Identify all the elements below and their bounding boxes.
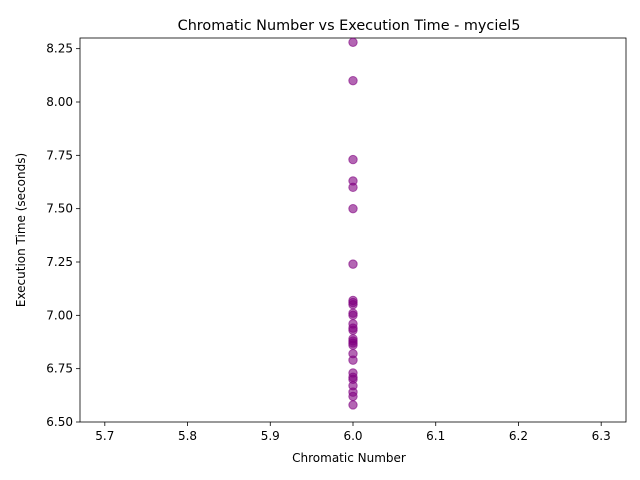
y-tick-label: 7.00 (46, 308, 73, 322)
data-point (348, 325, 358, 335)
x-tick-label: 5.9 (261, 429, 280, 443)
data-point (348, 259, 358, 269)
data-point (348, 355, 358, 365)
data-point (348, 75, 358, 86)
y-tick-label: 8.25 (46, 42, 73, 56)
x-tick-label: 5.8 (178, 429, 197, 443)
x-tick-label: 6.0 (343, 429, 362, 443)
y-tick-label: 6.75 (46, 362, 73, 376)
x-tick-label: 6.2 (509, 429, 528, 443)
data-point (348, 340, 358, 350)
x-tick-label: 5.7 (95, 429, 114, 443)
y-tick-label: 7.50 (46, 202, 73, 216)
y-tick-label: 7.75 (46, 148, 73, 162)
x-tick-label: 6.1 (426, 429, 445, 443)
data-point (348, 182, 358, 193)
data-point (348, 400, 358, 410)
data-point (348, 37, 358, 47)
x-axis-label: Chromatic Number (292, 451, 406, 465)
x-tick-label: 6.3 (592, 429, 611, 443)
data-point (348, 203, 358, 214)
y-axis-label: Execution Time (seconds) (14, 153, 28, 307)
data-point (348, 391, 358, 402)
data-point (348, 154, 358, 165)
chart-title: Chromatic Number vs Execution Time - myc… (178, 18, 521, 34)
y-tick-label: 6.50 (46, 415, 73, 429)
data-point (348, 310, 358, 321)
y-tick-label: 7.25 (46, 255, 73, 269)
y-tick-label: 8.00 (46, 95, 73, 109)
x-axis-ticks: 5.7 5.8 5.9 6.0 6.1 6.2 6.3 (95, 422, 611, 443)
data-points (348, 37, 358, 410)
data-point (348, 299, 358, 310)
y-axis-ticks: 6.50 6.75 7.00 7.25 7.50 7.75 8.00 8.25 (46, 42, 80, 429)
